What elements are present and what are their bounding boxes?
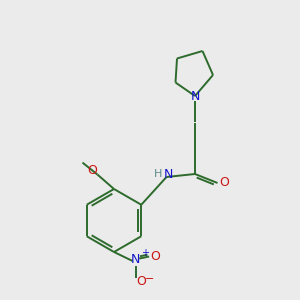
Text: H: H: [154, 169, 162, 179]
Text: N: N: [190, 89, 200, 103]
Text: −: −: [144, 274, 154, 284]
Text: O: O: [150, 250, 160, 263]
Text: N: N: [131, 253, 140, 266]
Text: O: O: [136, 274, 146, 288]
Text: O: O: [219, 176, 229, 190]
Text: N: N: [164, 168, 174, 182]
Text: O: O: [87, 164, 97, 178]
Text: +: +: [141, 248, 149, 259]
